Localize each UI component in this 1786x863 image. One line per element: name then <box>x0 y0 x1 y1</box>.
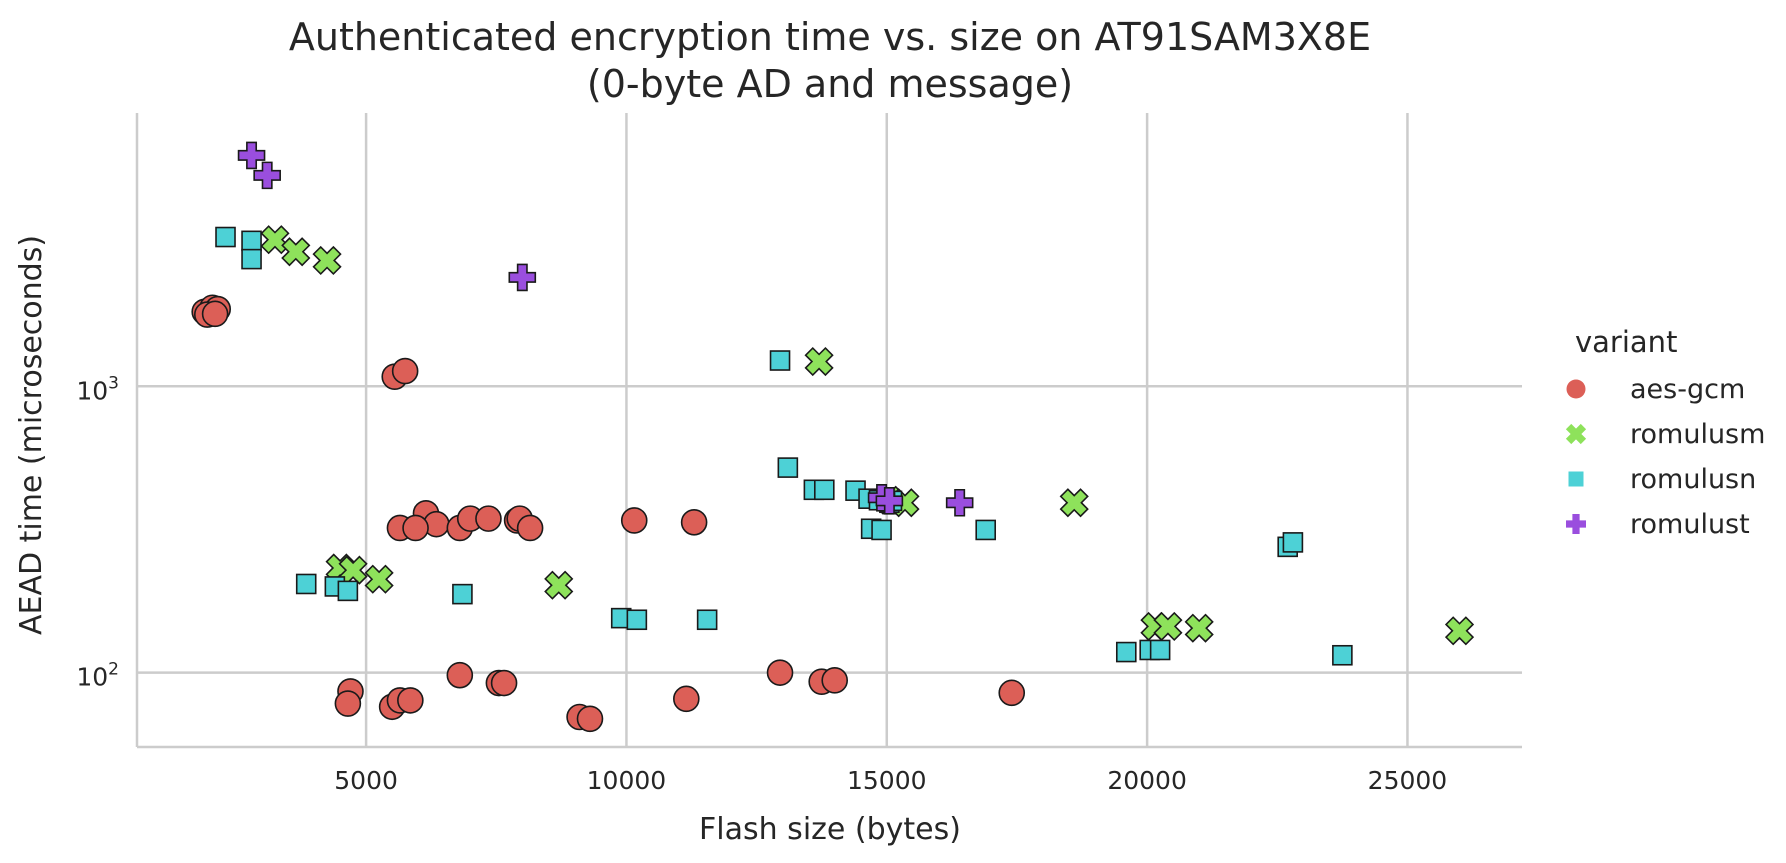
romulusm-point <box>281 237 311 267</box>
romulusm-point <box>364 564 394 594</box>
x-tick-label: 5000 <box>334 766 398 795</box>
legend-marker-romulusn <box>1568 471 1584 487</box>
aes-gcm-point <box>402 514 429 542</box>
legend-label-aes-gcm: aes-gcm <box>1630 374 1745 405</box>
aes-gcm-point <box>680 508 708 536</box>
romulusn-point <box>1149 639 1171 661</box>
y-tick-label: 103 <box>76 373 119 405</box>
series-aes-gcm <box>191 294 1026 733</box>
tick-labels: 5000 10000 15000 20000 25000 102 103 <box>76 373 1447 795</box>
aes-gcm-point <box>516 514 544 542</box>
legend-title: variant <box>1575 325 1677 359</box>
aes-gcm-point <box>201 300 229 328</box>
romulusm-point <box>1184 613 1214 643</box>
romulusn-point <box>975 519 997 541</box>
series-romulusm <box>260 225 1475 646</box>
legend-item-romulust: romulust <box>1566 509 1750 540</box>
romulust-point <box>253 161 281 190</box>
legend-label-romulust: romulust <box>1630 509 1750 540</box>
romulusm-point <box>1059 488 1089 518</box>
legend: variant aes-gcm romulusm romulusn romulust <box>1565 325 1765 540</box>
aes-gcm-point <box>576 705 604 733</box>
romulust-point <box>237 141 266 170</box>
romulusn-point <box>295 573 317 595</box>
legend-marker-romulusm <box>1565 423 1587 445</box>
legend-marker-aes-gcm <box>1566 379 1586 399</box>
romulusm-point <box>544 570 574 600</box>
series-romulusn <box>215 226 1353 666</box>
chart-title: Authenticated encryption time vs. size o… <box>289 15 1371 106</box>
chart-title-line-2: (0-byte AD and message) <box>587 62 1073 106</box>
romulusn-point <box>241 230 262 252</box>
romulusn-point <box>769 350 791 371</box>
x-tick-label: 25000 <box>1368 766 1448 795</box>
data-points <box>191 141 1475 733</box>
aes-gcm-point <box>821 667 849 694</box>
romulusn-point <box>241 248 262 270</box>
x-axis-label: Flash size (bytes) <box>699 812 961 847</box>
aes-gcm-point <box>998 679 1026 707</box>
aes-gcm-point <box>397 687 424 714</box>
romulusm-point <box>804 346 834 377</box>
romulust-point <box>508 263 537 292</box>
x-tick-label: 10000 <box>587 766 667 795</box>
x-tick-label: 15000 <box>847 766 927 795</box>
aes-gcm-point <box>334 690 362 717</box>
aes-gcm-point <box>446 661 474 689</box>
legend-item-aes-gcm: aes-gcm <box>1566 374 1745 405</box>
romulusn-point <box>1115 641 1137 663</box>
y-tick-label: 102 <box>76 660 119 692</box>
legend-marker-romulust <box>1566 514 1586 534</box>
legend-label-romulusm: romulusm <box>1630 419 1765 450</box>
series-romulust <box>237 141 974 517</box>
romulusm-point <box>1444 616 1475 646</box>
aes-gcm-point <box>490 669 518 697</box>
aes-gcm-point <box>391 357 419 385</box>
grid-lines <box>137 113 1522 747</box>
x-tick-label: 20000 <box>1107 766 1187 795</box>
aes-gcm-point <box>766 659 794 686</box>
romulusm-point <box>260 225 290 255</box>
legend-item-romulusn: romulusn <box>1568 464 1756 495</box>
romulust-point <box>945 488 974 517</box>
romulusn-point <box>1282 532 1304 553</box>
aes-gcm-point <box>620 507 648 534</box>
romulust-point <box>875 487 904 515</box>
legend-item-romulusm: romulusm <box>1565 419 1765 450</box>
romulusn-point <box>777 457 799 478</box>
romulusn-point <box>337 580 359 602</box>
romulusn-point <box>813 479 835 501</box>
romulusn-point <box>215 226 236 248</box>
romulusn-point <box>452 583 473 605</box>
chart-title-line-1: Authenticated encryption time vs. size o… <box>289 15 1371 59</box>
romulusn-point <box>871 519 892 541</box>
romulusn-point <box>696 609 718 631</box>
romulusn-point <box>1332 644 1353 666</box>
aes-gcm-point <box>475 505 502 532</box>
axis-spines <box>135 113 1522 749</box>
y-axis-label: AEAD time (microseconds) <box>14 235 49 635</box>
aes-gcm-point <box>673 685 700 713</box>
legend-label-romulusn: romulusn <box>1630 464 1756 495</box>
romulusn-point <box>626 609 648 631</box>
romulusm-point <box>312 245 342 276</box>
